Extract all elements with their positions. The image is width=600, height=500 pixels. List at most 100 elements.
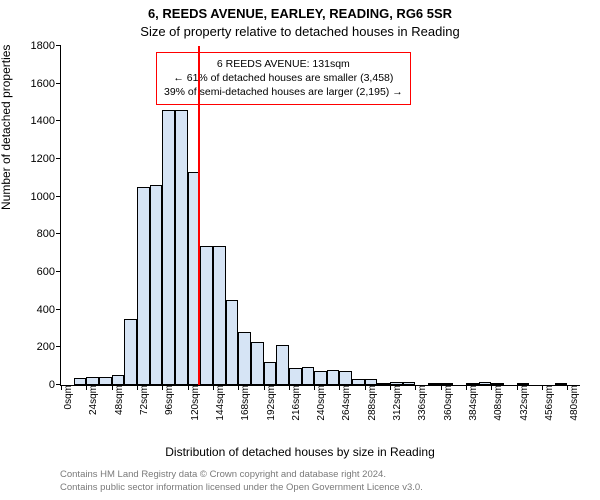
x-tick-mark — [365, 385, 366, 390]
y-axis-label: Number of detached properties — [0, 45, 13, 210]
x-tick-mark — [112, 385, 113, 390]
x-tick-label: 192sqm — [264, 385, 277, 421]
plot-area: 6 REEDS AVENUE: 131sqm ← 61% of detached… — [60, 46, 580, 386]
histogram-bar — [441, 383, 454, 385]
histogram-bar — [175, 110, 188, 385]
histogram-bar — [99, 377, 112, 385]
x-tick-mark — [542, 385, 543, 390]
x-tick-label: 336sqm — [415, 385, 428, 421]
histogram-bar — [428, 383, 441, 385]
x-tick-mark — [314, 385, 315, 390]
x-tick-mark — [517, 385, 518, 390]
x-axis-label: Distribution of detached houses by size … — [0, 445, 600, 459]
reference-line — [198, 46, 200, 385]
histogram-bar — [137, 187, 150, 385]
x-tick-label: 144sqm — [213, 385, 226, 421]
x-tick-mark — [238, 385, 239, 390]
x-tick-mark — [264, 385, 265, 390]
x-tick-mark — [466, 385, 467, 390]
histogram-bar — [479, 382, 492, 385]
y-tick-label: 1600 — [31, 78, 61, 90]
y-tick-label: 400 — [37, 304, 61, 316]
y-tick-mark — [56, 83, 61, 84]
credit-line: Contains public sector information licen… — [60, 482, 423, 494]
x-tick-mark — [61, 385, 62, 390]
x-tick-mark — [441, 385, 442, 390]
histogram-bar — [352, 379, 365, 385]
x-tick-label: 48sqm — [112, 385, 125, 415]
x-tick-label: 456sqm — [542, 385, 555, 421]
x-tick-label: 24sqm — [86, 385, 99, 415]
y-tick-mark — [56, 346, 61, 347]
histogram-bar — [491, 383, 504, 385]
histogram-bar — [74, 378, 87, 385]
x-tick-label: 432sqm — [517, 385, 530, 421]
x-tick-mark — [213, 385, 214, 390]
histogram-bar — [390, 382, 403, 385]
histogram-bar — [466, 383, 479, 385]
credit-line: Contains HM Land Registry data © Crown c… — [60, 469, 423, 481]
histogram-bar — [365, 379, 378, 385]
histogram-bar — [112, 375, 125, 385]
histogram-bar — [555, 383, 568, 385]
y-tick-mark — [56, 45, 61, 46]
y-tick-label: 200 — [37, 341, 61, 353]
histogram-bar — [86, 377, 99, 385]
y-tick-label: 1200 — [31, 153, 61, 165]
x-tick-label: 72sqm — [137, 385, 150, 415]
x-tick-mark — [415, 385, 416, 390]
histogram-bar — [289, 368, 302, 385]
x-tick-label: 168sqm — [238, 385, 251, 421]
histogram-bar — [213, 246, 226, 385]
x-tick-label: 384sqm — [466, 385, 479, 421]
y-tick-mark — [56, 120, 61, 121]
y-tick-mark — [56, 271, 61, 272]
y-tick-label: 0 — [49, 379, 61, 391]
histogram-bar — [162, 110, 175, 385]
sub-title: Size of property relative to detached ho… — [0, 24, 600, 39]
histogram-bar — [403, 382, 416, 385]
annotation-box: 6 REEDS AVENUE: 131sqm ← 61% of detached… — [156, 52, 411, 105]
histogram-bar — [238, 332, 251, 385]
x-tick-mark — [137, 385, 138, 390]
y-tick-label: 800 — [37, 228, 61, 240]
x-tick-label: 264sqm — [339, 385, 352, 421]
histogram-bar — [150, 185, 163, 385]
histogram-bar — [226, 300, 239, 385]
histogram-bar — [251, 342, 264, 385]
y-tick-label: 1400 — [31, 115, 61, 127]
y-tick-mark — [56, 196, 61, 197]
x-tick-mark — [162, 385, 163, 390]
histogram-bar — [302, 367, 315, 385]
x-tick-mark — [289, 385, 290, 390]
histogram-bar — [314, 371, 327, 385]
histogram-bar — [200, 246, 213, 385]
x-tick-label: 360sqm — [441, 385, 454, 421]
histogram-bar — [339, 371, 352, 385]
histogram-bar — [377, 383, 390, 385]
x-tick-mark — [339, 385, 340, 390]
x-tick-mark — [86, 385, 87, 390]
x-tick-label: 216sqm — [289, 385, 302, 421]
y-tick-mark — [56, 233, 61, 234]
y-tick-label: 600 — [37, 266, 61, 278]
y-tick-label: 1800 — [31, 40, 61, 52]
chart-container: 6, REEDS AVENUE, EARLEY, READING, RG6 5S… — [0, 0, 600, 500]
x-tick-label: 288sqm — [365, 385, 378, 421]
x-tick-label: 408sqm — [491, 385, 504, 421]
y-tick-label: 1000 — [31, 191, 61, 203]
histogram-bar — [276, 345, 289, 385]
x-tick-label: 0sqm — [61, 385, 74, 409]
x-tick-mark — [390, 385, 391, 390]
x-tick-mark — [491, 385, 492, 390]
x-tick-mark — [567, 385, 568, 390]
histogram-bar — [517, 383, 530, 385]
x-tick-mark — [188, 385, 189, 390]
x-tick-label: 240sqm — [314, 385, 327, 421]
y-tick-mark — [56, 309, 61, 310]
histogram-bar — [124, 319, 137, 385]
x-tick-label: 96sqm — [162, 385, 175, 415]
credits: Contains HM Land Registry data © Crown c… — [60, 469, 423, 494]
x-tick-label: 120sqm — [188, 385, 201, 421]
y-tick-mark — [56, 158, 61, 159]
